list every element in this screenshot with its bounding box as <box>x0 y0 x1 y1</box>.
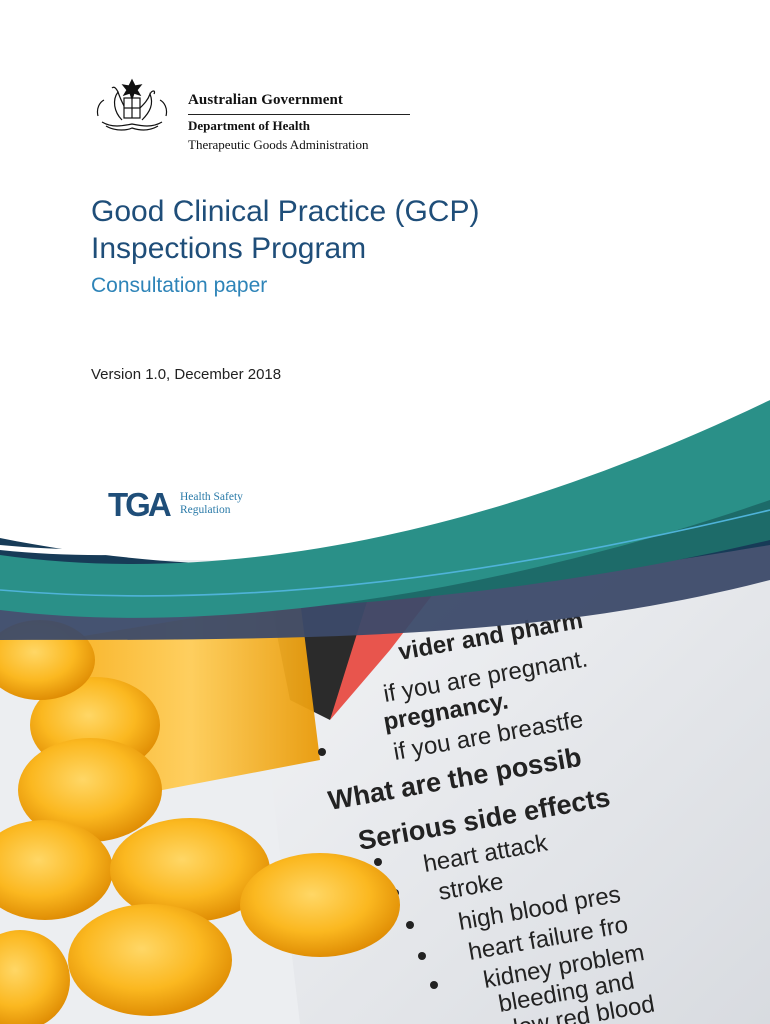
tga-tagline-line-2: Regulation <box>180 504 231 516</box>
pill <box>0 820 113 920</box>
coat-of-arms-icon <box>96 78 168 131</box>
title-line-2: Inspections Program <box>91 232 367 265</box>
wave-teal <box>0 400 770 618</box>
title-line-1: Good Clinical Practice (GCP) <box>91 195 480 228</box>
department-name: Department of Health <box>188 118 311 133</box>
agency-name: Therapeutic Goods Administration <box>188 137 369 152</box>
wave-slate <box>0 490 770 640</box>
bullet <box>430 981 438 989</box>
bullet <box>418 952 426 960</box>
bullet <box>406 921 414 929</box>
version-text: Version 1.0, December 2018 <box>91 366 282 383</box>
pill <box>0 620 95 700</box>
header-divider <box>188 114 410 115</box>
pill <box>110 818 270 922</box>
wave-accent-line <box>0 509 770 597</box>
tga-tagline: Health Safety Regulation <box>180 491 260 517</box>
document-title: Good Clinical Practice (GCP) Inspections… <box>91 193 691 267</box>
tga-acronym: TGA <box>108 486 172 523</box>
pill <box>0 930 70 1024</box>
pill <box>240 853 400 957</box>
tga-tagline-line-1: Health Safety <box>180 491 243 503</box>
pill <box>68 904 232 1016</box>
pill <box>18 738 162 842</box>
bullet <box>318 748 326 756</box>
bullet <box>374 858 382 866</box>
document-subtitle: Consultation paper <box>91 274 268 297</box>
government-name: Australian Government <box>188 92 344 108</box>
